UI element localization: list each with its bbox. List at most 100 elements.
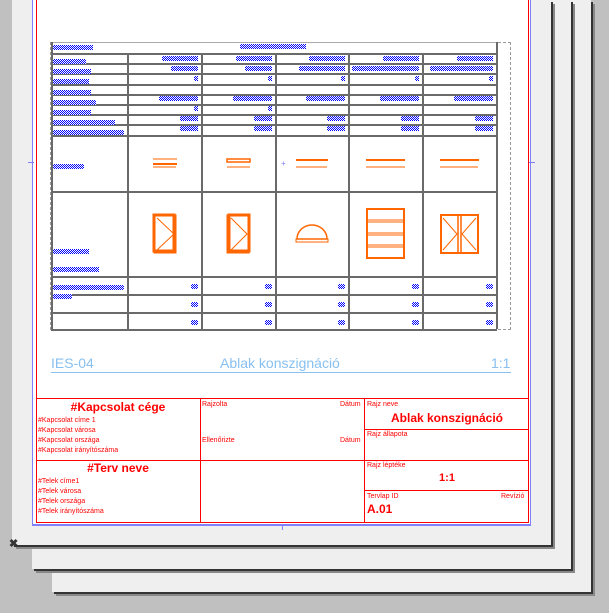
sheet-id-value: A.01 [367,502,393,516]
grid-line [127,53,129,329]
elevation-half-round [295,224,329,243]
grid-line [348,53,350,329]
grid-line [51,73,497,75]
greek-text [457,56,493,61]
contact-company: #Kapcsolat cége [70,400,166,414]
elevation-four-pane [366,208,405,259]
grid-line [51,53,497,55]
greek-text [194,76,198,81]
grid-line [51,42,497,43]
grid-line [51,114,497,116]
greek-text [233,96,272,101]
sheet-title: Ablak konszignáció [220,355,340,371]
greek-text [412,302,419,307]
printable-area [32,0,531,526]
greek-text [171,66,198,71]
grid-line [201,53,203,329]
greek-text [338,302,345,307]
greek-text [53,164,84,169]
greek-text [254,126,272,131]
contact-line: #Kapcsolat országa [38,437,100,444]
greek-text [53,59,86,64]
greek-text [486,302,493,307]
grid-line [422,53,424,329]
close-marker-icon[interactable]: ✖ [9,538,19,550]
grid-line [51,191,497,193]
grid-line [51,276,497,278]
greek-text [254,116,272,121]
grid-line [51,104,497,106]
plan-symbol-5 [440,159,479,168]
elevation-casement-left [152,213,177,254]
grid-line [496,42,498,329]
contact-line: #Kapcsolat irányítószáma [38,447,119,454]
greek-text [268,76,272,81]
greek-text [53,69,91,74]
drawing-frame [36,0,529,523]
project-line: #Telek városa [38,488,82,495]
greek-text [53,90,91,95]
project-line: #Telek országa [38,498,86,505]
greek-text [53,267,99,272]
date-label: Dátum [340,401,361,408]
grid-line [51,329,497,331]
grid-line [275,53,277,329]
greek-text [180,126,198,131]
greek-text [486,320,493,325]
grid-line [51,312,497,314]
greek-text [268,106,272,111]
project-line: #Telek címe1 [38,478,80,485]
greek-text [180,116,198,121]
greek-text [486,284,493,289]
greek-text [338,284,345,289]
greek-text [162,56,198,61]
greek-text [327,126,345,131]
grid-line [51,294,497,296]
greek-text [53,285,124,290]
svg-text:+: + [281,159,286,168]
date-label: Dátum [340,437,361,444]
greek-text [327,116,345,121]
greek-text [53,45,93,50]
greek-text [53,130,124,135]
greek-text [191,302,198,307]
sheet-scale: 1:1 [491,355,511,371]
greek-text [53,120,115,125]
plan-symbol-2 [226,158,251,168]
greek-text [191,284,198,289]
drawn-by-label: Rajzolta [202,401,228,408]
grid-line [51,94,497,96]
greek-text [415,76,419,81]
sheet-id-label: Tervlap ID [367,493,399,500]
project-line: #Telek irányítószáma [38,508,104,515]
greek-text [53,110,91,115]
greek-text [352,66,419,71]
greek-text [159,96,198,101]
greek-text [454,96,493,101]
greek-text [265,320,272,325]
drawing-scale: 1:1 [439,472,455,484]
grid-line [51,124,497,126]
greek-text [265,302,272,307]
margin-tick-bottom [282,526,283,530]
greek-text [401,126,419,131]
greek-text [299,66,345,71]
header-underline [51,372,511,373]
margin-tick-left [28,162,34,163]
drawing-scale-label: Rajz léptéke [367,462,406,469]
project-name: #Terv neve [87,461,149,475]
grid-line [51,84,497,86]
drawing-name-label: Rajz neve [367,401,399,408]
greek-text [412,320,419,325]
greek-text [338,320,345,325]
greek-text [383,56,419,61]
grid-line [51,63,497,65]
greek-text [489,76,493,81]
plan-symbol-4 [366,159,405,168]
sheet-id: IES-04 [51,355,94,371]
greek-text [475,126,493,131]
greek-text [401,116,419,121]
window-symbols: + [152,158,479,259]
greek-text [236,56,272,61]
greek-text [53,100,96,105]
